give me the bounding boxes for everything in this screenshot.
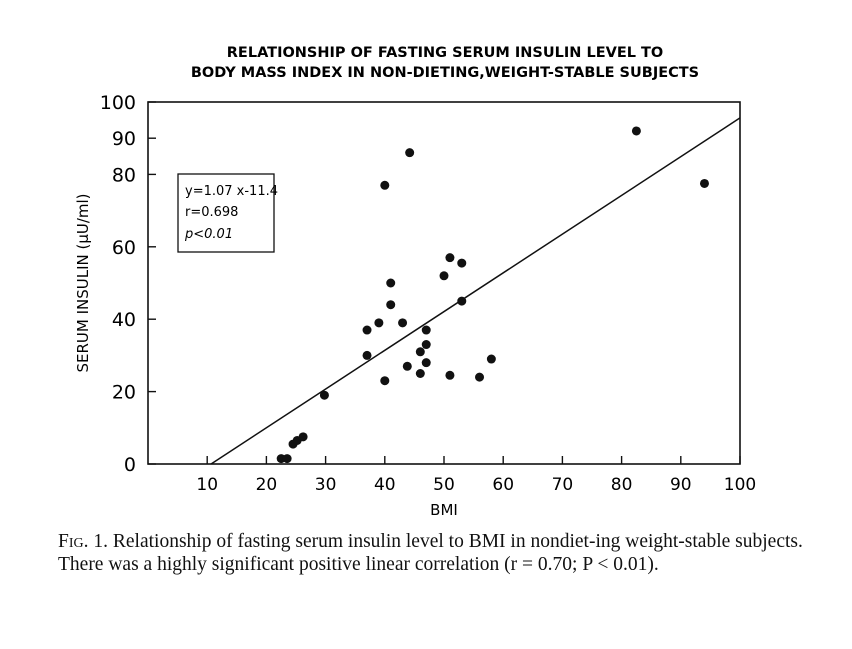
- data-point: [439, 271, 449, 281]
- x-tick-label: 10: [196, 475, 218, 495]
- x-tick-label: 70: [552, 475, 574, 495]
- x-tick-label: 90: [670, 475, 692, 495]
- data-point: [362, 350, 372, 360]
- data-point: [445, 253, 455, 263]
- data-point: [415, 369, 425, 378]
- data-point: [386, 300, 396, 310]
- chart-title-line-2: BODY MASS INDEX IN NON-DIETING,WEIGHT-ST…: [191, 65, 699, 81]
- data-point: [421, 358, 431, 368]
- scatter-chart: RELATIONSHIP OF FASTING SERUM INSULIN LE…: [74, 45, 756, 519]
- x-tick-label: 20: [256, 475, 278, 495]
- x-tick-label: 50: [433, 475, 455, 495]
- x-tick-label: 80: [611, 475, 633, 495]
- data-point: [421, 340, 431, 350]
- y-axis-label: SERUM INSULIN (μU/ml): [74, 193, 92, 372]
- data-point: [631, 126, 641, 136]
- data-point: [380, 376, 390, 386]
- y-axis-ticks: 0 20 40 60 80 90 100: [100, 92, 156, 476]
- caption-label: Fig. 1.: [58, 531, 108, 552]
- caption-text: Relationship of fasting serum insulin le…: [58, 531, 803, 575]
- data-point: [415, 347, 425, 357]
- x-axis-ticks: 10 20 30 40 50 60 70 80 90 100: [196, 456, 756, 495]
- stats-annotation-box: y=1.07 x-11.4 r=0.698 p<0.01: [177, 173, 278, 253]
- data-point: [386, 278, 396, 288]
- data-point: [445, 370, 455, 380]
- y-tick-label: 60: [112, 237, 136, 259]
- figure-caption: Fig. 1. Relationship of fasting serum in…: [58, 530, 838, 576]
- y-tick-label: 20: [112, 382, 136, 404]
- data-point: [457, 258, 467, 268]
- data-point: [699, 178, 709, 188]
- data-point: [362, 325, 372, 335]
- annotation-p: p<0.01: [184, 227, 233, 242]
- y-tick-label: 100: [100, 92, 136, 114]
- data-point: [421, 325, 431, 335]
- y-tick-label: 0: [124, 454, 136, 476]
- plot-frame: [147, 101, 741, 465]
- data-point: [405, 148, 415, 158]
- data-point: [319, 390, 329, 400]
- y-tick-label: 80: [112, 164, 136, 186]
- chart-title-line-1: RELATIONSHIP OF FASTING SERUM INSULIN LE…: [227, 45, 663, 61]
- regression-line: [210, 117, 741, 465]
- data-point: [457, 296, 467, 306]
- x-tick-label: 30: [315, 475, 337, 495]
- y-tick-label: 90: [112, 128, 136, 150]
- annotation-r: r=0.698: [185, 205, 238, 220]
- data-point: [398, 318, 408, 328]
- y-tick-label: 40: [112, 309, 136, 331]
- x-axis-label: BMI: [430, 501, 458, 519]
- data-point: [486, 354, 496, 364]
- annotation-frame: [177, 173, 275, 253]
- x-tick-label: 100: [724, 475, 756, 495]
- annotation-equation: y=1.07 x-11.4: [185, 184, 278, 199]
- data-point: [380, 180, 390, 190]
- data-point: [282, 454, 292, 464]
- x-tick-label: 40: [374, 475, 396, 495]
- data-point: [475, 372, 485, 382]
- x-tick-label: 60: [492, 475, 514, 495]
- data-point: [298, 432, 308, 442]
- data-point: [374, 318, 384, 328]
- data-points: [276, 126, 709, 464]
- data-point: [402, 361, 412, 371]
